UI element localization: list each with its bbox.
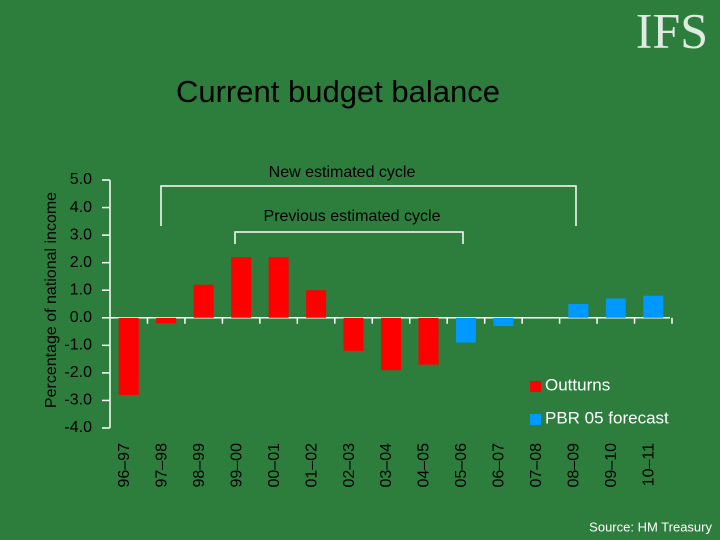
y-tick-label: 3.0 (70, 226, 92, 243)
y-tick-label: 2.0 (70, 254, 92, 271)
bar (418, 317, 439, 365)
y-tick-label: -1.0 (64, 337, 92, 354)
x-tick-label: 98–99 (191, 443, 208, 488)
y-tick-label: 5.0 (70, 171, 92, 188)
x-tick-label: 96–97 (116, 443, 133, 488)
bar (568, 304, 589, 318)
bracket (160, 185, 577, 226)
y-tick-label: -2.0 (64, 364, 92, 381)
x-tick-label: 99–00 (228, 443, 245, 488)
legend-swatch (530, 414, 541, 425)
x-tick-label: 08–09 (566, 443, 583, 488)
chart-title: Current budget balance (176, 74, 500, 109)
bar (118, 317, 139, 395)
x-tick-label: 09–10 (603, 443, 620, 488)
bar (306, 290, 327, 318)
x-tick-label: 04–05 (416, 443, 433, 488)
x-tick-label: 06–07 (491, 443, 508, 488)
x-tick-label: 97–98 (153, 443, 170, 488)
y-tick-label: -4.0 (64, 419, 92, 436)
bar (156, 317, 177, 324)
y-axis-label: Percentage of national income (43, 192, 60, 408)
x-tick-label: 00–01 (266, 443, 283, 488)
bar (643, 295, 664, 318)
bar (268, 257, 289, 318)
y-tick-label: -3.0 (64, 392, 92, 409)
bar (193, 284, 214, 318)
bar (343, 317, 364, 351)
annotation: New estimated cycle (269, 164, 416, 181)
y-tick-label: 0.0 (70, 309, 92, 326)
bar (381, 317, 401, 371)
x-tick-label: 07–08 (528, 443, 545, 488)
x-tick-label: 02–03 (341, 443, 358, 488)
legend-swatch (530, 381, 541, 392)
legend-label: Outturns (545, 375, 610, 394)
bar (231, 257, 252, 318)
logo: IFS (636, 2, 708, 58)
source: Source: HM Treasury (589, 519, 712, 534)
x-tick-label: 01–02 (303, 443, 320, 488)
y-tick-label: 4.0 (70, 199, 92, 216)
x-tick-label: 03–04 (378, 443, 395, 488)
x-tick-label: 10–11 (640, 443, 657, 486)
bar (455, 317, 476, 343)
x-tick-label: 05–06 (453, 443, 470, 488)
y-tick-label: 1.0 (70, 281, 92, 298)
bar (605, 298, 626, 318)
bar (493, 317, 514, 327)
bracket (234, 231, 464, 244)
legend-label: PBR 05 forecast (545, 408, 669, 427)
annotation: Previous estimated cycle (264, 208, 441, 225)
